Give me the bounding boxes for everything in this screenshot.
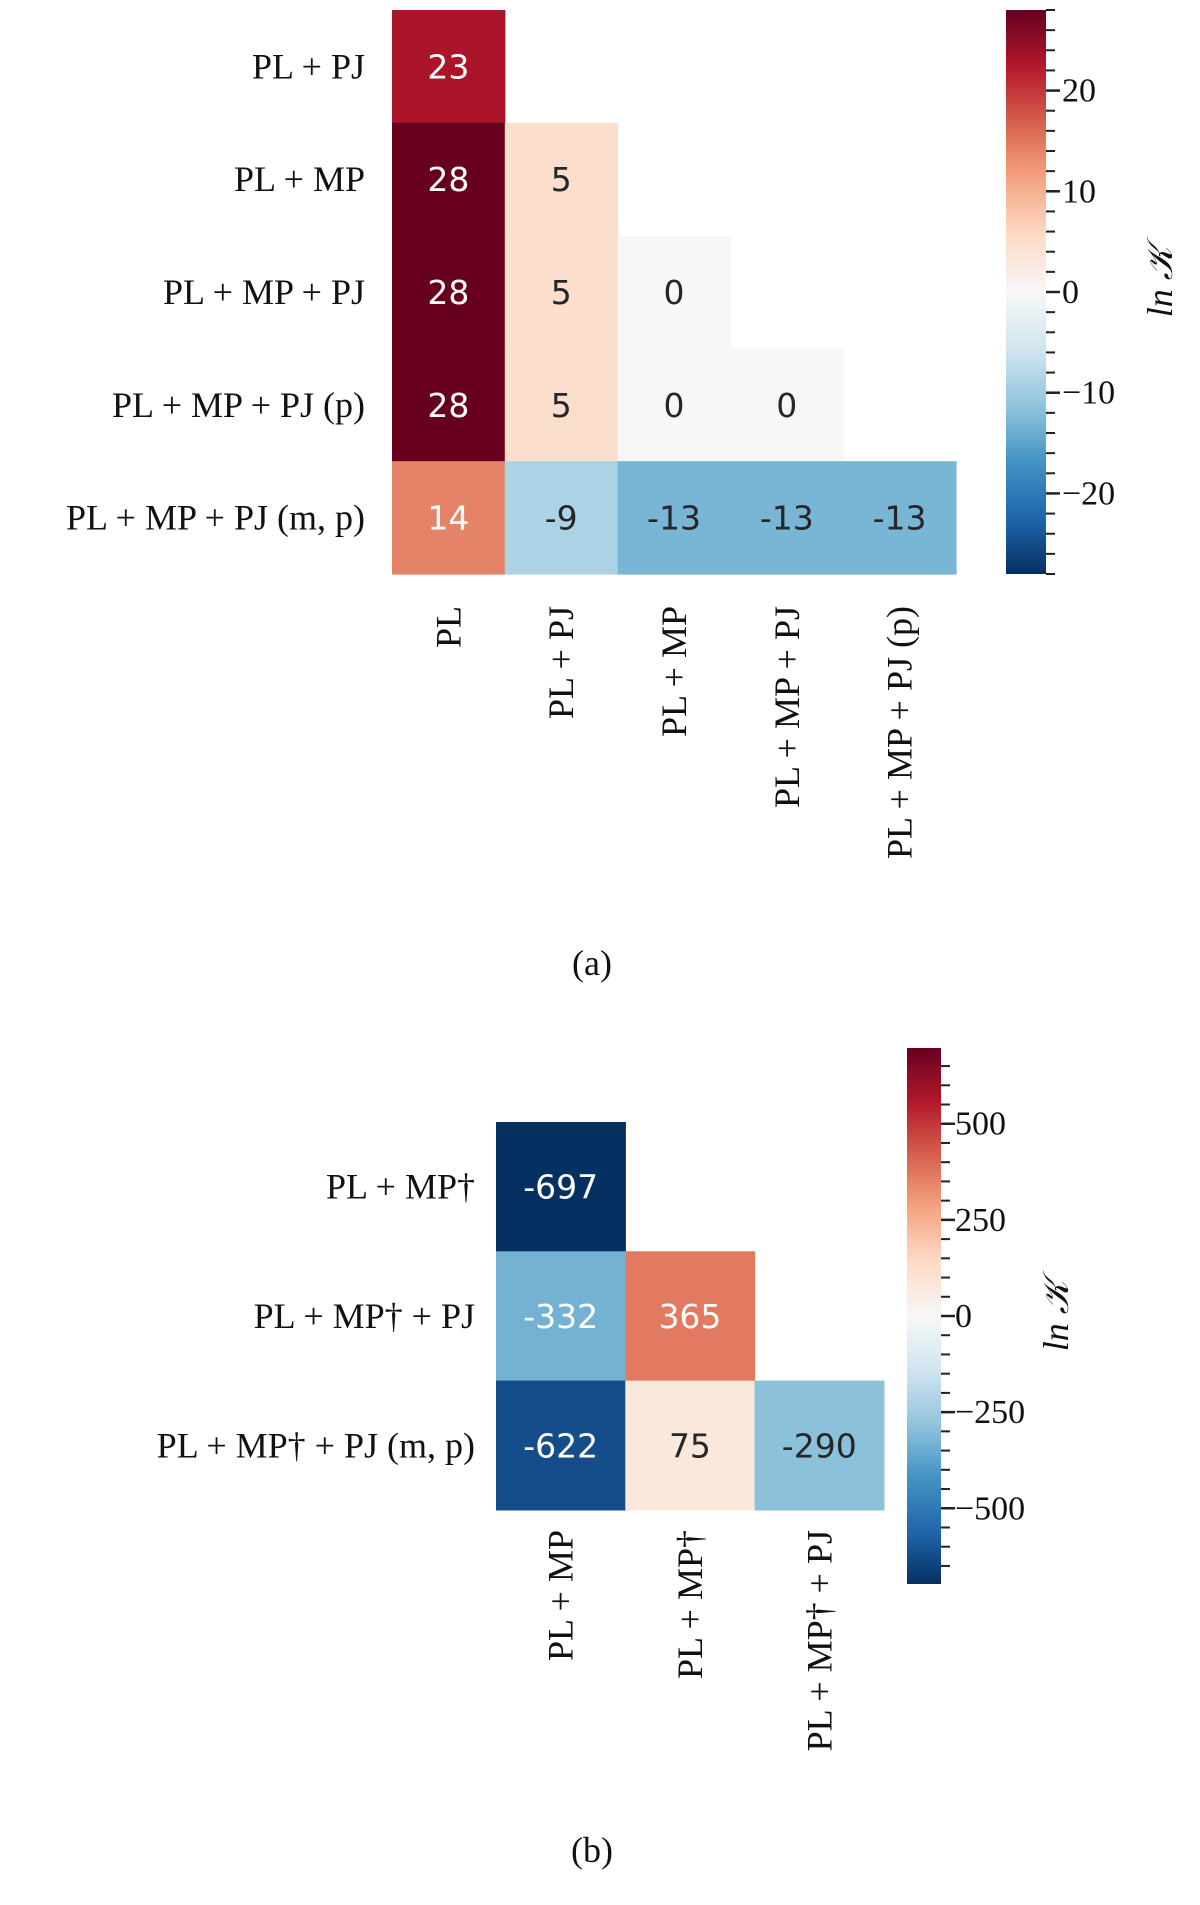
cell-value-label: -697 [523,1168,598,1207]
cell-value-label: -332 [523,1297,598,1336]
heatmap-cell [730,461,844,575]
heatmap-cell [625,1380,756,1511]
heatmap-cell [625,1251,756,1382]
heatmap-cell [843,461,957,575]
heatmap-cell [392,122,506,237]
cell-value-label: 0 [664,386,685,425]
cell-value-label: 5 [551,160,572,199]
cell-value-label: -13 [873,499,927,538]
cell-value-label: 75 [669,1426,711,1465]
heatmap-cell [392,348,506,462]
colorbar-tick-label: −250 [955,1394,1025,1431]
cell-value-label: 5 [551,386,572,425]
cell-value-label: -13 [647,499,701,538]
heatmap-cell [504,122,619,237]
row-label: PL + MP† [326,1167,475,1207]
heatmap-cell [730,348,844,462]
cell-value-label: -622 [523,1426,598,1465]
column-label: PL + MP [654,606,694,737]
column-label: PL [428,606,468,648]
heatmap-cell [504,348,619,462]
heatmap-cell [392,461,506,575]
colorbar-label: ln 𝒦 [1140,236,1180,317]
cell-value-label: -290 [782,1426,857,1465]
column-label: PL + MP [541,1530,581,1661]
row-label: PL + PJ [252,46,365,86]
heatmap-cell [496,1251,626,1382]
subfigure-caption: (a) [572,943,612,983]
colorbar-tick-label: −10 [1062,375,1115,412]
cell-value-label: 28 [427,386,469,425]
colorbar-tick-label: 0 [1062,274,1079,311]
colorbar-tick-label: −20 [1062,475,1115,512]
heatmap-a: 23 28 5 28 5 0 28 5 0 0 14 -9 -13 -13 -13 PL + PJ PL + M… [66,9,1180,983]
heatmap-cell [504,461,619,575]
colorbar [907,1048,941,1584]
column-label: PL + MP + PJ (p) [880,606,920,859]
heatmap-cell [617,348,731,462]
cell-value-label: 0 [664,273,685,312]
heatmap-cell [617,461,731,575]
cell-value-label: 5 [551,273,572,312]
row-label: PL + MP + PJ [163,272,365,312]
colorbar-tick-label: 20 [1062,73,1096,110]
colorbar-tick-label: 10 [1062,173,1096,210]
colorbar-tick-label: −500 [955,1490,1025,1527]
row-label: PL + MP† + PJ [254,1296,475,1336]
row-label: PL + MP + PJ (p) [112,385,365,425]
colorbar-label: ln 𝒦 [1036,1270,1076,1351]
cell-value-label: 28 [427,160,469,199]
cell-value-label: 14 [427,499,469,538]
cell-value-label: 0 [776,386,797,425]
cell-value-label: 23 [427,47,469,86]
heatmap-cell [754,1380,885,1511]
colorbar-tick-label: 250 [955,1202,1006,1239]
colorbar-tick-label: 500 [955,1106,1006,1143]
row-label: PL + MP + PJ (m, p) [66,498,365,538]
column-label: PL + MP† + PJ [799,1530,839,1751]
column-label: PL + MP† [670,1530,710,1679]
row-label: PL + MP† + PJ (m, p) [157,1425,475,1465]
heatmap-cell [617,235,731,349]
cell-value-label: 28 [427,273,469,312]
heatmap-cell [392,235,506,349]
subfigure-caption: (b) [571,1830,613,1870]
colorbar [1006,10,1046,574]
heatmap-cell [496,1380,626,1511]
heatmap-cell [392,10,506,124]
heatmap-cell [496,1122,626,1252]
heatmap-b: -697 -332 365 -622 75 -290 PL + MP† PL + MP† + … [157,1048,1076,1870]
cell-value-label: -13 [760,499,814,538]
column-label: PL + PJ [541,606,581,719]
cell-value-label: -9 [545,499,578,538]
cell-value-label: 365 [658,1297,721,1336]
heatmap-cell [504,235,619,349]
column-label: PL + MP + PJ [767,606,807,808]
row-label: PL + MP [234,159,365,199]
colorbar-tick-label: 0 [955,1298,972,1335]
